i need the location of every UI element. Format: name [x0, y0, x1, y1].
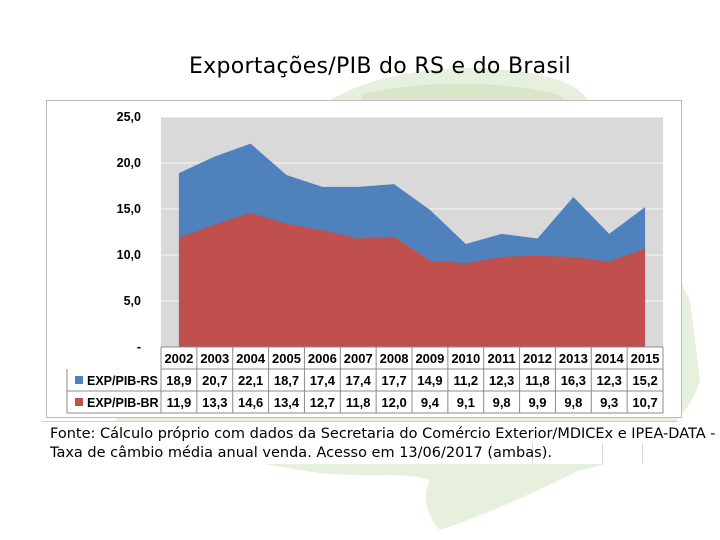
y-tick-label: 25,0	[117, 110, 141, 124]
data-point	[178, 172, 180, 174]
x-tick-label: 2004	[236, 351, 266, 366]
data-point	[573, 196, 575, 198]
legend-swatch	[75, 376, 83, 384]
data-point	[573, 256, 575, 258]
data-point	[608, 233, 610, 235]
data-label: 17,4	[310, 373, 336, 388]
data-point	[357, 186, 359, 188]
x-tick-label: 2013	[559, 351, 588, 366]
legend-label: EXP/PIB-RS	[87, 374, 158, 388]
data-point	[465, 243, 467, 245]
data-point	[322, 229, 324, 231]
data-point	[537, 238, 539, 240]
x-tick-label: 2006	[308, 351, 337, 366]
data-point	[250, 212, 252, 214]
data-label: 11,8	[346, 395, 371, 410]
data-label: 12,3	[597, 373, 622, 388]
data-point	[608, 261, 610, 263]
x-tick-label: 2005	[272, 351, 301, 366]
data-point	[393, 236, 395, 238]
data-label: 9,3	[600, 395, 618, 410]
data-label: 20,7	[202, 373, 227, 388]
data-point	[178, 237, 180, 239]
x-tick-label: 2015	[631, 351, 660, 366]
y-tick-label: 5,0	[124, 294, 141, 308]
data-label: 16,3	[561, 373, 586, 388]
x-tick-label: 2008	[380, 351, 409, 366]
x-tick-label: 2011	[488, 351, 516, 366]
data-point	[357, 238, 359, 240]
data-label: 10,7	[632, 395, 657, 410]
source-box: Fonte: Cálculo próprio com dados da Secr…	[42, 421, 716, 464]
data-point	[214, 156, 216, 158]
data-label: 9,8	[564, 395, 582, 410]
data-point	[429, 209, 431, 211]
legend-label: EXP/PIB-BR	[87, 396, 159, 410]
data-point	[644, 248, 646, 250]
data-label: 13,3	[202, 395, 227, 410]
slide-title: Exportações/PIB do RS e do Brasil	[188, 54, 572, 79]
source-text-line-1: Fonte: Cálculo próprio com dados da Secr…	[50, 426, 716, 442]
data-label: 9,9	[528, 395, 546, 410]
data-label: 17,7	[381, 373, 406, 388]
chart-frame: - 5,0 10,0 15,0 20,0 25,0 2002 2003 2004 2005 2006…	[46, 100, 682, 418]
x-tick-label: 2010	[451, 351, 480, 366]
data-label: 13,4	[274, 395, 300, 410]
data-label: 15,2	[632, 373, 657, 388]
x-tick-label: 2003	[200, 351, 229, 366]
area-series-exp/pib-br	[178, 212, 646, 347]
data-label: 9,4	[421, 395, 440, 410]
x-tick-label: 2009	[415, 351, 444, 366]
data-point	[286, 223, 288, 225]
data-label: 14,9	[417, 373, 442, 388]
data-point	[501, 256, 503, 258]
data-point	[465, 262, 467, 264]
data-point	[214, 224, 216, 226]
data-point	[250, 143, 252, 145]
y-tick-label: 10,0	[117, 248, 141, 262]
x-tick-label: 2002	[164, 351, 193, 366]
data-label: 17,4	[346, 373, 372, 388]
data-label: 12,3	[489, 373, 514, 388]
data-label: 11,8	[525, 373, 550, 388]
data-point	[429, 260, 431, 262]
data-label: 12,0	[381, 395, 406, 410]
source-text-line-2: Taxa de câmbio média anual venda. Acesso…	[50, 445, 552, 461]
data-label: 9,8	[493, 395, 511, 410]
data-point	[501, 233, 503, 235]
data-label: 9,1	[457, 395, 475, 410]
data-point	[393, 183, 395, 185]
data-label: 14,6	[238, 395, 263, 410]
chart: - 5,0 10,0 15,0 20,0 25,0 2002 2003 2004 2005 2006…	[66, 110, 664, 414]
data-label: 11,2	[453, 373, 478, 388]
x-tick-label: 2014	[595, 351, 625, 366]
y-tick-label: 20,0	[117, 156, 141, 170]
data-point	[286, 174, 288, 176]
data-label: 12,7	[310, 395, 335, 410]
data-point	[537, 255, 539, 257]
x-tick-label: 2007	[344, 351, 373, 366]
x-tick-label: 2012	[523, 351, 552, 366]
data-label: 22,1	[238, 373, 263, 388]
legend-swatch	[75, 398, 83, 406]
data-point	[644, 206, 646, 208]
y-tick-label: 15,0	[117, 202, 141, 216]
data-point	[322, 186, 324, 188]
data-label: 18,9	[166, 373, 191, 388]
data-label: 18,7	[274, 373, 299, 388]
y-tick-label: -	[137, 340, 141, 354]
data-label: 11,9	[167, 395, 192, 410]
